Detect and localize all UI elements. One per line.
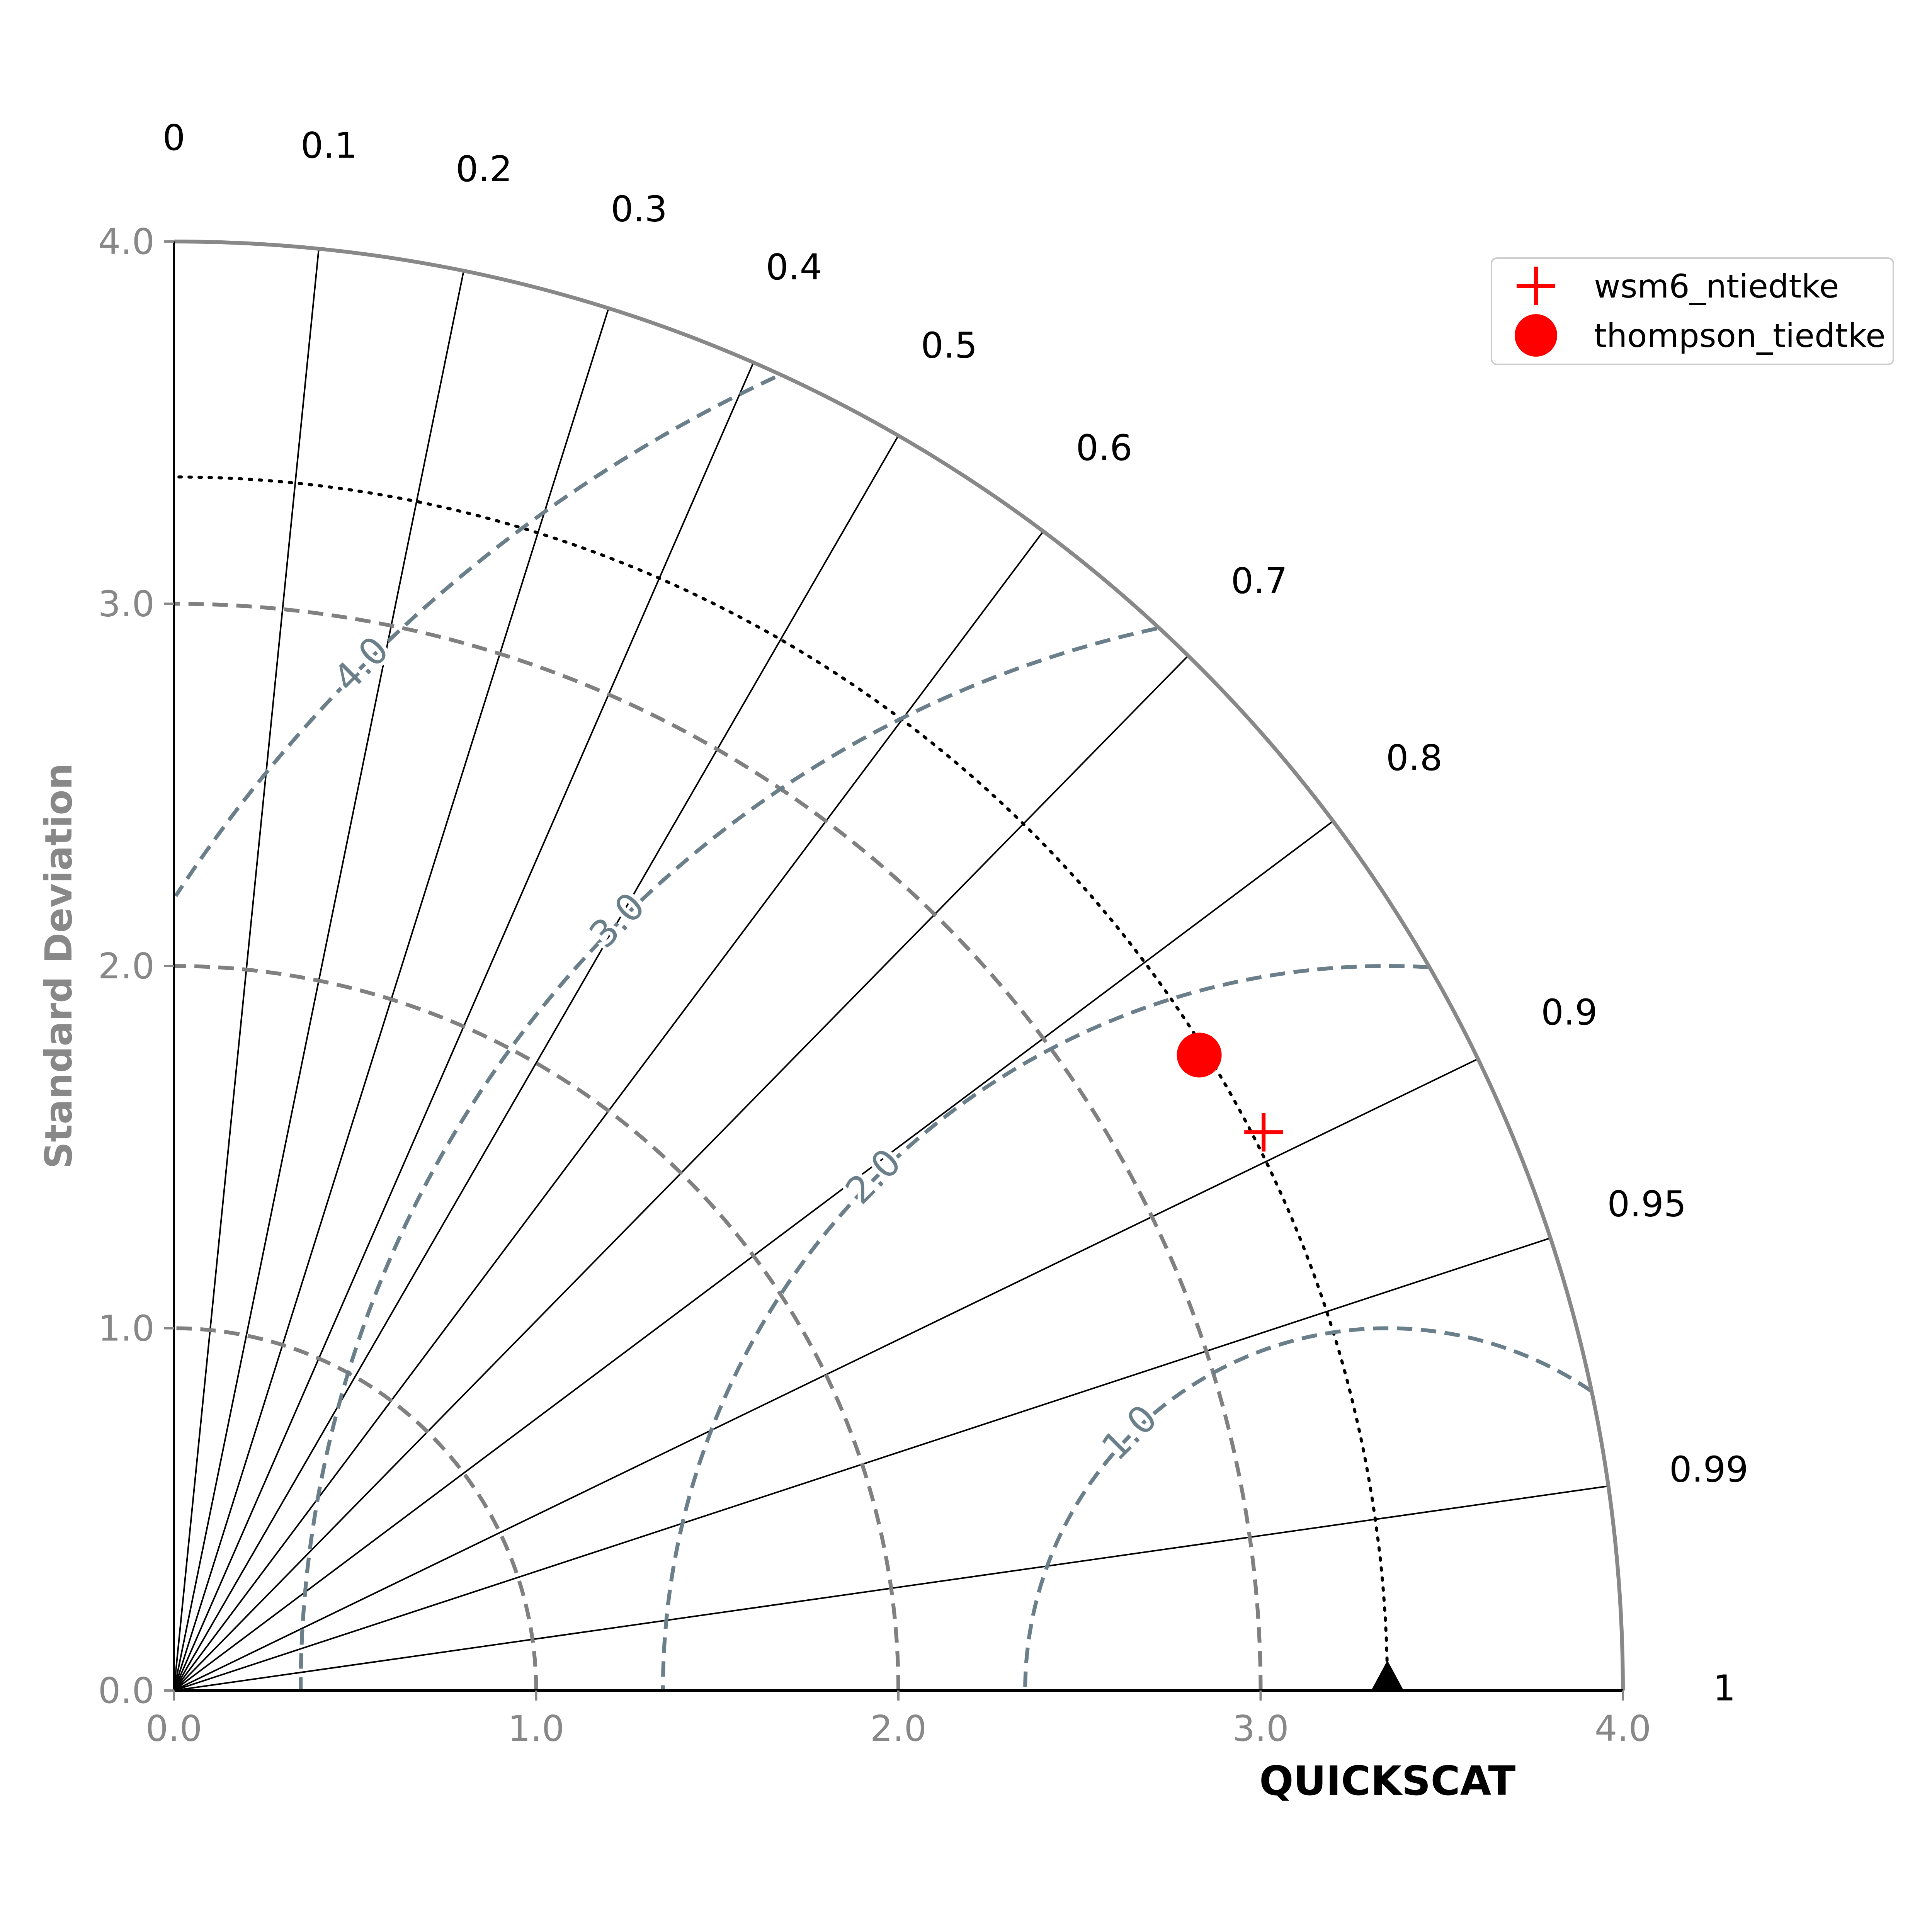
x-tick-label: 1.0 [508, 1708, 564, 1749]
x-tick-label: 4.0 [1595, 1708, 1651, 1749]
correlation-tick-label: 0.95 [1607, 1183, 1686, 1225]
grid-layer [172, 248, 1609, 1692]
rms-contour-label: 3.0 [581, 884, 653, 956]
correlation-tick-label: 0.8 [1386, 737, 1442, 779]
rms-contour-label: 2.0 [837, 1140, 910, 1213]
rms-contour [299, 626, 1157, 1691]
correlation-tick-label: 0.4 [766, 247, 822, 288]
std-dev-arc [173, 964, 900, 1691]
legend-label: thompson_tiedtke [1594, 317, 1886, 355]
std-dev-arc [173, 1326, 538, 1691]
outer-arc [173, 240, 1625, 1691]
y-tick-label: 2.0 [98, 946, 155, 987]
reference-marker [1371, 1660, 1404, 1690]
axes-layer [173, 240, 1625, 1692]
rms-contour-label: 1.0 [1093, 1396, 1165, 1469]
correlation-tick-label: 0 [163, 117, 185, 158]
rms-contour-label: 4.0 [325, 628, 397, 700]
legend-box [1491, 257, 1894, 365]
legend: wsm6_ntiedtke thompson_tiedtke [1491, 257, 1894, 365]
correlation-tick-label: 0.5 [921, 325, 977, 366]
tick-label-layer: 0.00.0 1.0 1.0 2.0 2.0 3.0 3.0 4.0 4.0 0 0.1 0.2 0.3… [98, 117, 1748, 1749]
reference-std-arc [172, 475, 1389, 1692]
rms-contour [1023, 1326, 1593, 1690]
correlation-line [173, 435, 899, 1691]
rms-contour [661, 964, 1429, 1690]
y-tick-label: 4.0 [98, 221, 155, 262]
rms-contour [174, 375, 776, 897]
legend-label: wsm6_ntiedtke [1594, 267, 1839, 305]
std-dev-arc [173, 602, 1263, 1691]
data-point-wsm6_ntiedtke [1244, 1113, 1283, 1152]
y-axis-label: Standard Deviation [37, 763, 80, 1168]
correlation-tick-label: 1 [1713, 1667, 1736, 1709]
x-tick-label: 2.0 [870, 1708, 927, 1749]
correlation-tick-label: 0.3 [611, 189, 667, 230]
data-point-thompson_tiedtke [1177, 1032, 1222, 1078]
correlation-tick-label: 0.6 [1076, 427, 1132, 468]
x-tick-label: 0.0 [146, 1708, 202, 1749]
correlation-tick-label: 0.7 [1231, 560, 1287, 602]
rms-contour-layer: 1.0 2.0 3.0 4.0 [174, 375, 1593, 1691]
x-tick-label: 3.0 [1232, 1708, 1289, 1749]
y-tick-label: 0.0 [98, 1670, 155, 1711]
data-point-layer [1177, 1032, 1404, 1690]
correlation-tick-label: 0.99 [1669, 1449, 1748, 1490]
x-axis-label: QUICKSCAT [1259, 1757, 1515, 1804]
legend-entries: wsm6_ntiedtke thompson_tiedtke [1515, 267, 1886, 357]
legend-marker-circle [1515, 314, 1557, 357]
correlation-tick-label: 0.1 [301, 125, 357, 166]
y-tick-label: 3.0 [98, 583, 155, 625]
y-tick-label: 1.0 [98, 1308, 155, 1349]
correlation-tick-label: 0.9 [1541, 992, 1597, 1033]
correlation-tick-label: 0.2 [456, 148, 512, 190]
